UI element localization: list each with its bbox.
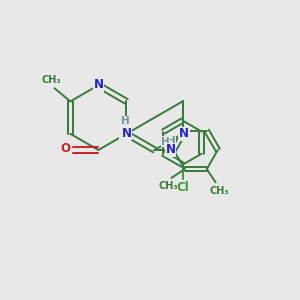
- Text: O: O: [60, 142, 70, 155]
- Text: N: N: [122, 127, 131, 140]
- Text: H: H: [122, 116, 130, 126]
- Text: H: H: [161, 137, 170, 147]
- Text: N: N: [120, 127, 130, 140]
- Text: CH₃: CH₃: [158, 181, 178, 191]
- Text: Cl: Cl: [176, 181, 189, 194]
- Text: H: H: [167, 136, 176, 146]
- Text: N: N: [179, 127, 189, 140]
- Text: N: N: [93, 78, 103, 91]
- Text: CH₃: CH₃: [41, 75, 61, 85]
- Text: CH₃: CH₃: [209, 186, 229, 196]
- Text: N: N: [166, 143, 176, 157]
